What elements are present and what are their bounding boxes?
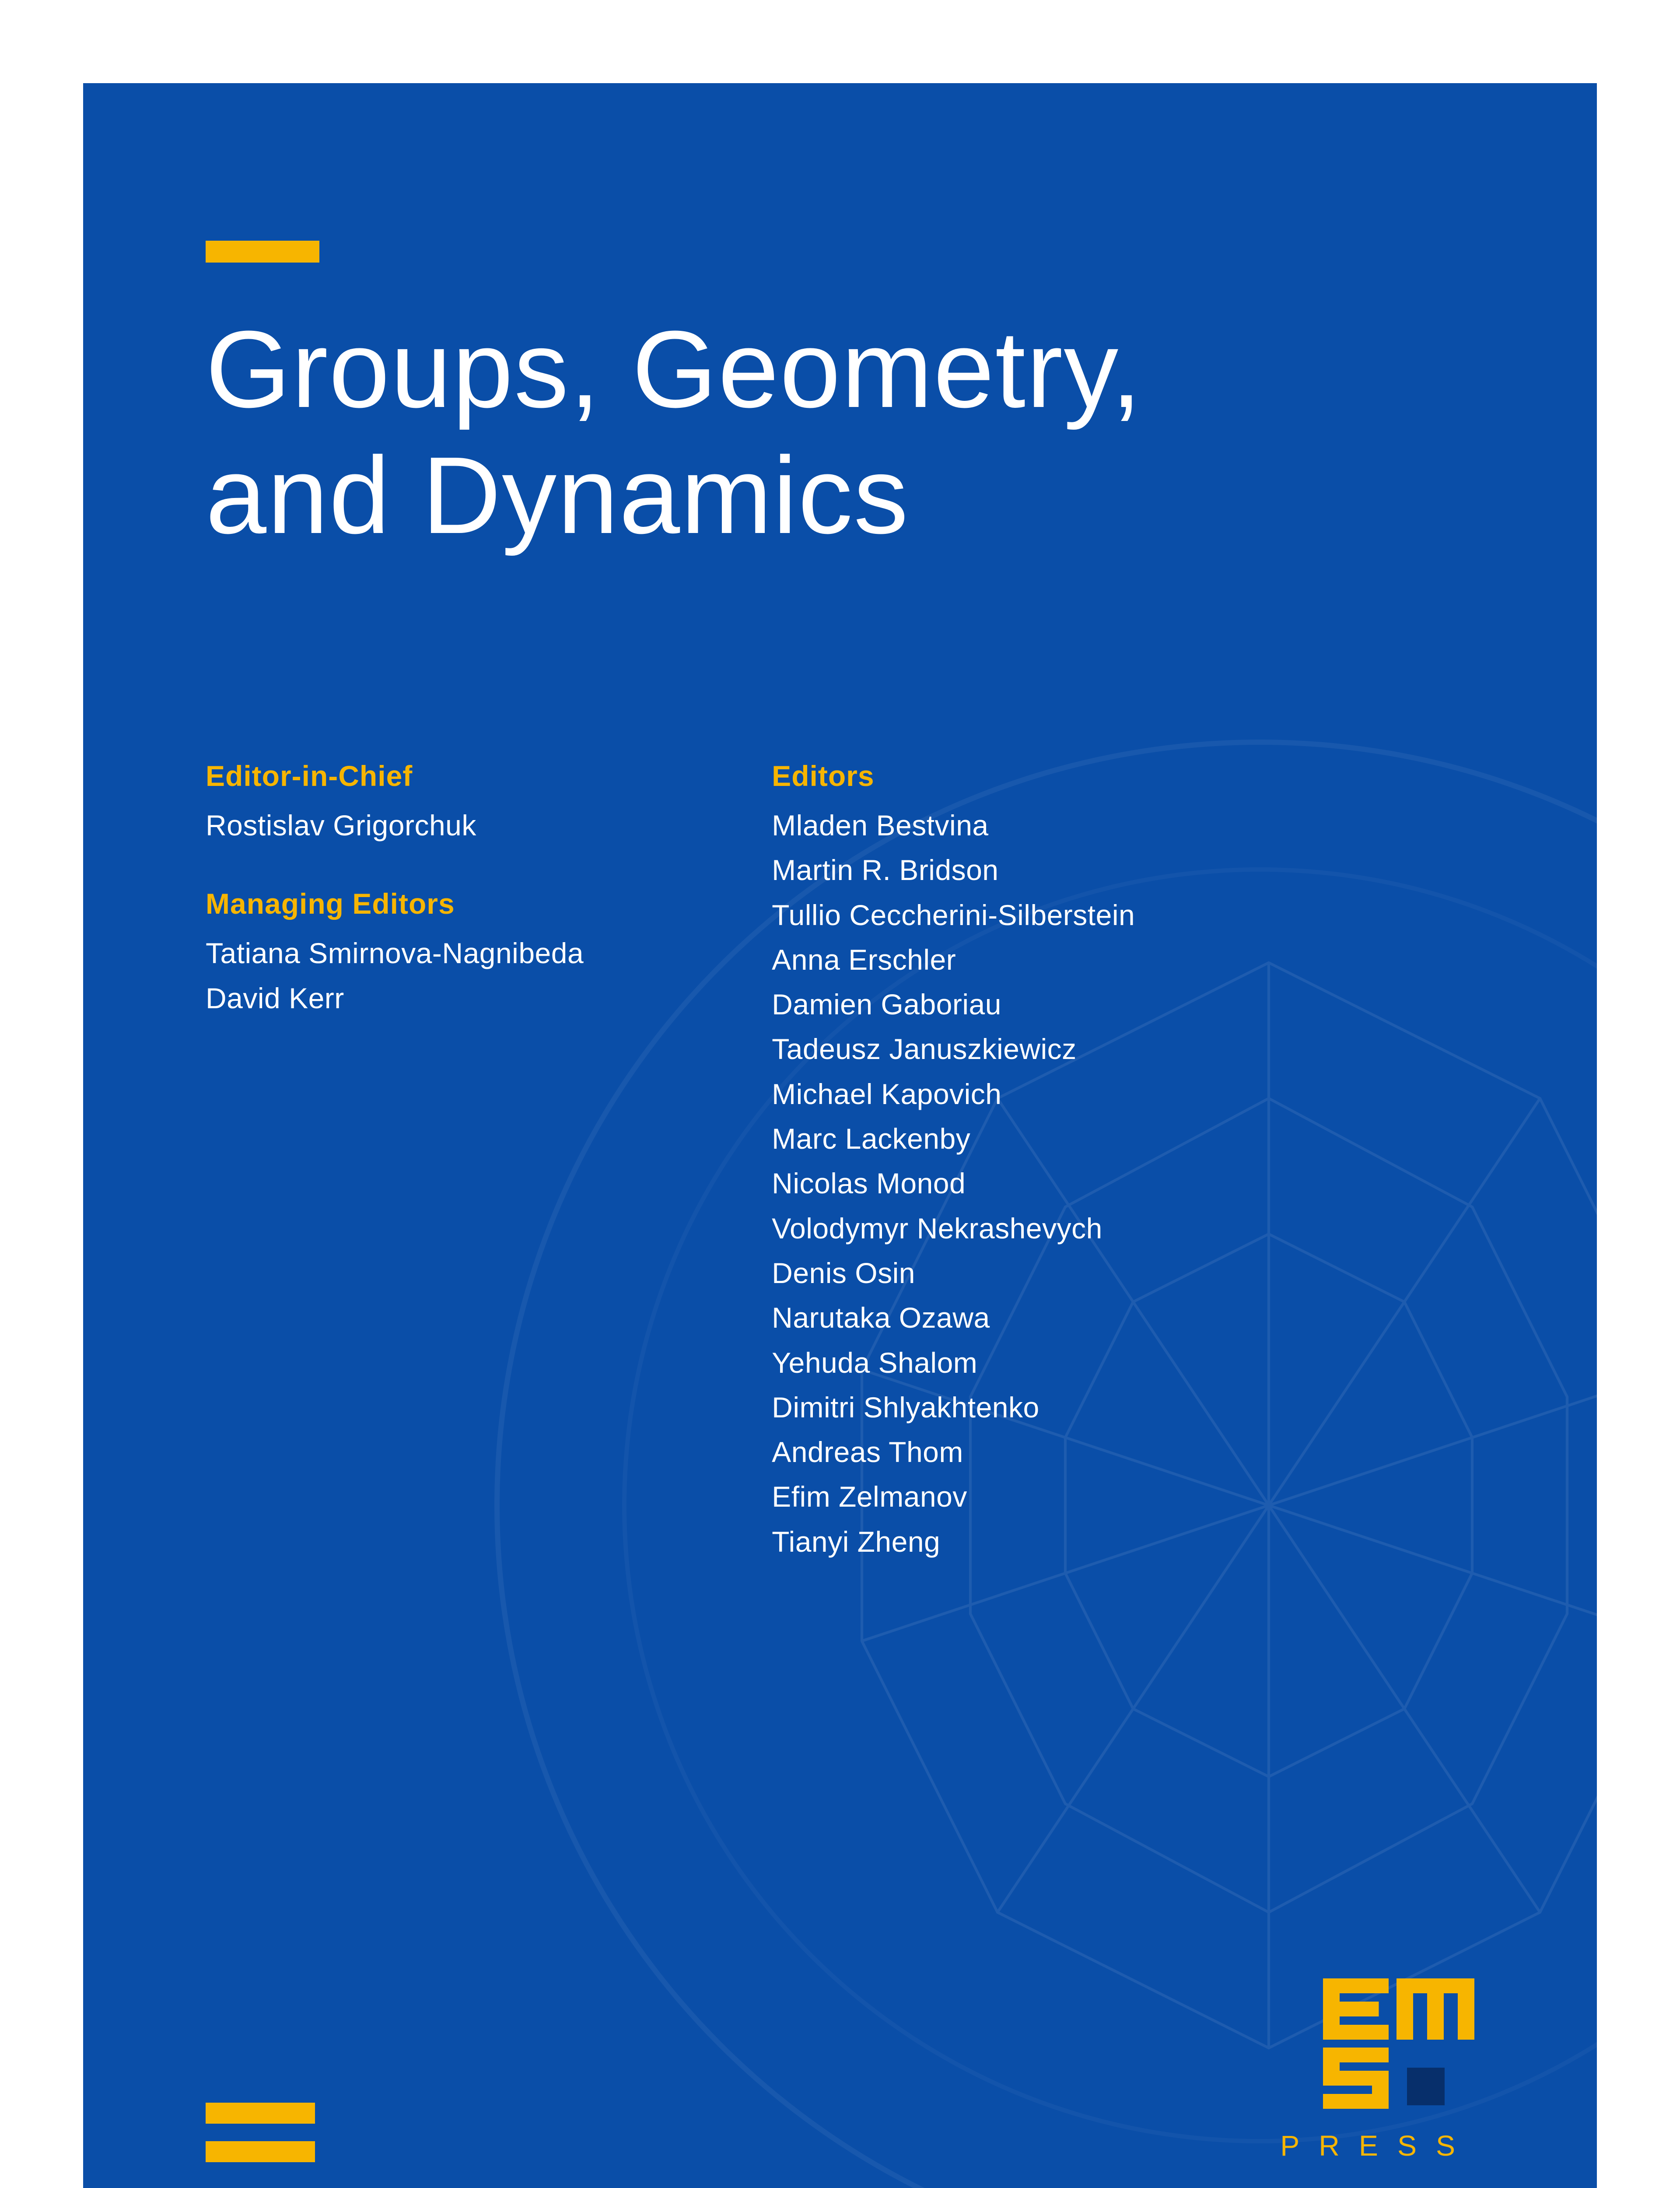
journal-cover-page: Groups, Geometry,and Dynamics Editor-in-…: [0, 0, 1680, 2188]
cover-footer: PRESS: [206, 1978, 1474, 2162]
editor-name: Nicolas Monod: [772, 1161, 1135, 1206]
editor-name: Tullio Ceccherini-Silberstein: [772, 893, 1135, 937]
ems-logo-e-icon: [1323, 1978, 1389, 2040]
section-spacer: [206, 848, 584, 887]
editor-right-column: Editors Mladen Bestvina Martin R. Bridso…: [772, 759, 1135, 1564]
editor-in-chief-heading: Editor-in-Chief: [206, 759, 584, 792]
editor-name: Dimitri Shlyakhtenko: [772, 1385, 1135, 1430]
accent-bar: [206, 2103, 315, 2124]
ems-press-logo: PRESS: [1280, 1978, 1474, 2162]
ems-logo-row-s: [1323, 2048, 1474, 2109]
cover-content: Groups, Geometry,and Dynamics Editor-in-…: [83, 83, 1597, 2188]
editor-name: Michael Kapovich: [772, 1072, 1135, 1116]
editor-in-chief-name: Rostislav Grigorchuk: [206, 803, 584, 848]
editor-name: Tianyi Zheng: [772, 1519, 1135, 1564]
ems-press-label: PRESS: [1280, 2129, 1474, 2162]
journal-title: Groups, Geometry,and Dynamics: [206, 306, 1474, 558]
editor-name: Mladen Bestvina: [772, 803, 1135, 848]
managing-editors-heading: Managing Editors: [206, 887, 584, 920]
editor-name: Efim Zelmanov: [772, 1474, 1135, 1519]
editor-name: Volodymyr Nekrashevych: [772, 1206, 1135, 1251]
editor-left-column: Editor-in-Chief Rostislav Grigorchuk Man…: [206, 759, 584, 1564]
managing-editor-name: David Kerr: [206, 976, 584, 1020]
editor-name: Anna Erschler: [772, 937, 1135, 982]
ems-logo-letters: [1323, 1978, 1474, 2109]
accent-bar: [206, 2141, 315, 2162]
footer-accent-bars: [206, 2103, 315, 2162]
managing-editor-name: Tatiana Smirnova-Nagnibeda: [206, 931, 584, 975]
editor-name: Tadeusz Januszkiewicz: [772, 1027, 1135, 1071]
editors-heading: Editors: [772, 759, 1135, 792]
editor-name: Martin R. Bridson: [772, 848, 1135, 892]
title-accent-bar: [206, 241, 319, 263]
editor-columns: Editor-in-Chief Rostislav Grigorchuk Man…: [206, 759, 1474, 1564]
editor-name: Damien Gaboriau: [772, 982, 1135, 1027]
cover-panel: Groups, Geometry,and Dynamics Editor-in-…: [83, 83, 1597, 2188]
editor-name: Yehuda Shalom: [772, 1340, 1135, 1385]
ems-logo-row-em: [1323, 1978, 1474, 2040]
ems-logo-s-icon: [1323, 2048, 1389, 2109]
editor-name: Marc Lackenby: [772, 1116, 1135, 1161]
editor-name: Narutaka Ozawa: [772, 1295, 1135, 1340]
ems-logo-square-icon: [1407, 2068, 1445, 2105]
editor-name: Andreas Thom: [772, 1430, 1135, 1474]
editor-name: Denis Osin: [772, 1251, 1135, 1295]
ems-logo-m-icon: [1396, 1978, 1474, 2040]
